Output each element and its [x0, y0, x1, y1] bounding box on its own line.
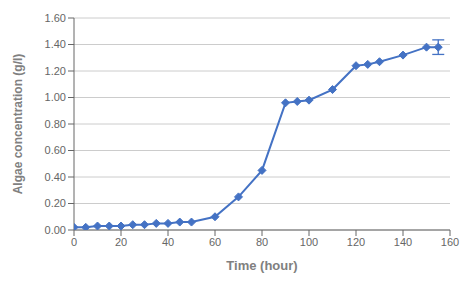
svg-text:100: 100 — [300, 236, 318, 248]
svg-text:0.20: 0.20 — [45, 197, 66, 209]
svg-text:Time (hour): Time (hour) — [226, 258, 297, 273]
svg-text:60: 60 — [209, 236, 221, 248]
svg-text:1.20: 1.20 — [45, 65, 66, 77]
svg-text:80: 80 — [256, 236, 268, 248]
svg-text:160: 160 — [441, 236, 459, 248]
svg-text:1.00: 1.00 — [45, 91, 66, 103]
svg-text:0.00: 0.00 — [45, 224, 66, 236]
svg-text:20: 20 — [115, 236, 127, 248]
svg-text:0.60: 0.60 — [45, 144, 66, 156]
svg-text:0.40: 0.40 — [45, 171, 66, 183]
svg-text:0: 0 — [71, 236, 77, 248]
svg-text:0.80: 0.80 — [45, 118, 66, 130]
svg-text:Algae concentration (g/l): Algae concentration (g/l) — [11, 54, 25, 195]
svg-text:1.60: 1.60 — [45, 12, 66, 24]
svg-text:1.40: 1.40 — [45, 38, 66, 50]
svg-text:140: 140 — [394, 236, 412, 248]
svg-text:120: 120 — [347, 236, 365, 248]
svg-text:40: 40 — [162, 236, 174, 248]
